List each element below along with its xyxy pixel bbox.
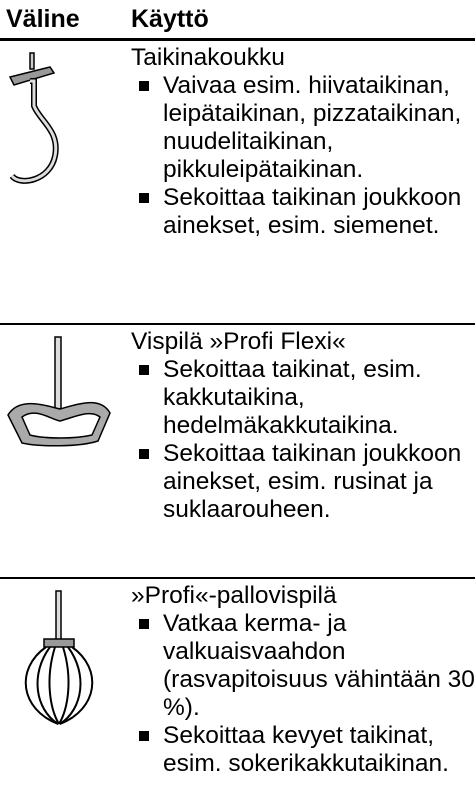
flexi-whisk-icon (7, 336, 111, 447)
table-header: Väline Käyttö (0, 0, 475, 41)
bullet: Sekoittaa taikinat, esim. kakkutaikina, … (131, 356, 475, 440)
dough-hook-icon (8, 52, 59, 184)
table-row: »Profi«-pallovispilä Vatkaa kerma- ja va… (0, 579, 475, 795)
usage-cell: »Profi«-pallovispilä Vatkaa kerma- ja va… (125, 579, 475, 795)
tool-title: »Profi«-pallovispilä (131, 582, 337, 609)
balloon-whisk-icon (24, 590, 94, 725)
tool-title: Taikinakoukku (131, 44, 285, 71)
tool-icon (0, 41, 125, 323)
header-cell: Käyttö (131, 4, 209, 33)
bullet: Sekoittaa taikinan joukkoon ainekset, es… (131, 184, 475, 240)
bullet: Vatkaa kerma- ja valkuaisvaahdon (rasvap… (131, 610, 475, 722)
bullet: Vaivaa esim. hiivataikinan, leipätaikina… (131, 72, 475, 184)
table-row: Vispilä »Profi Flexi« Sekoittaa taikinat… (0, 325, 475, 579)
bullet: Sekoittaa kevyet taikinat, esim. sokerik… (131, 722, 475, 778)
usage-cell: Taikinakoukku Vaivaa esim. hiivataikinan… (125, 41, 475, 323)
header-cell: Väline (6, 4, 80, 33)
tool-icon (0, 325, 125, 577)
usage-cell: Vispilä »Profi Flexi« Sekoittaa taikinat… (125, 325, 475, 577)
tool-title: Vispilä »Profi Flexi« (131, 328, 346, 355)
bullet: Sekoittaa taikinan joukkoon ainekset, es… (131, 440, 475, 524)
table-row: Taikinakoukku Vaivaa esim. hiivataikinan… (0, 41, 475, 325)
tool-icon (0, 579, 125, 795)
